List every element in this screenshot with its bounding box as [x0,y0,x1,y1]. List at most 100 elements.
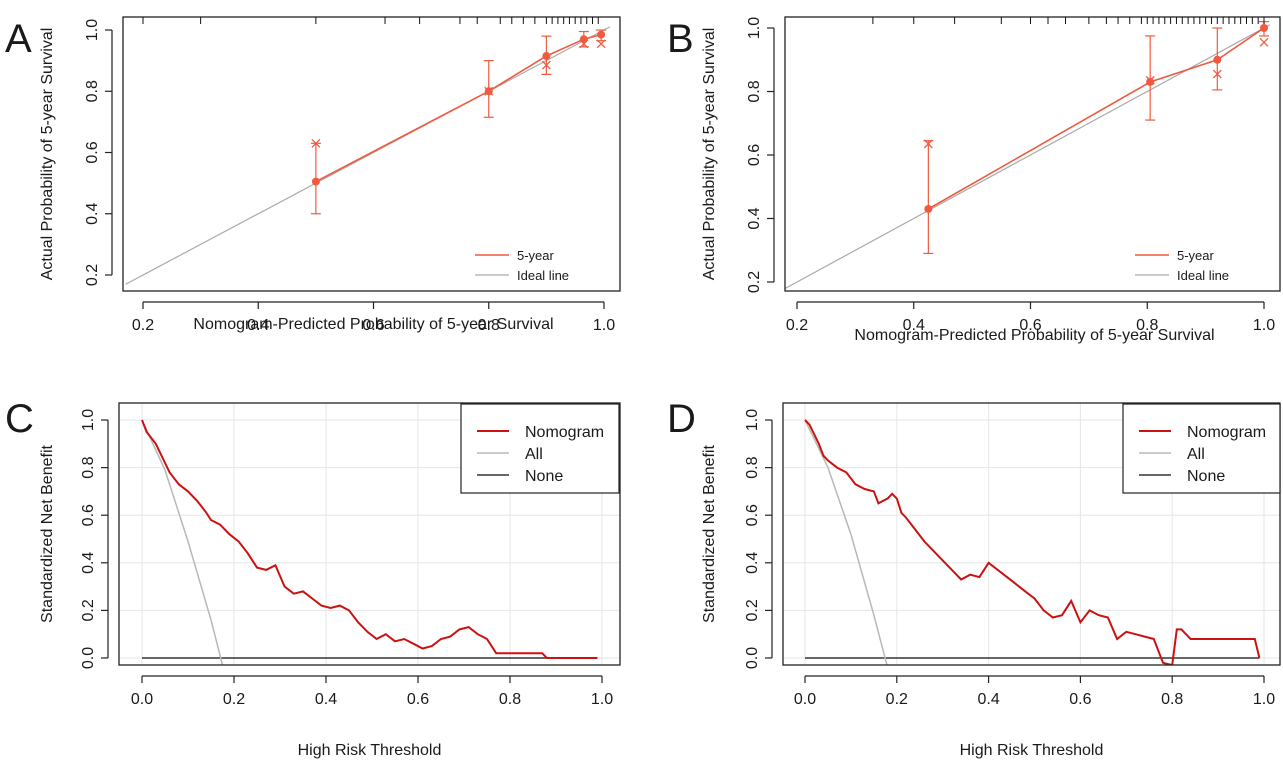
legend-label-none: None [1187,468,1225,485]
calibration-point [924,204,933,213]
calibration-point [1260,24,1268,32]
y-tick-label: 0.6 [84,141,101,163]
x-tick-label: 1.0 [591,691,613,708]
x-tick-label: 0.0 [131,691,153,708]
plot-frame [784,16,1281,292]
panel-b: B 0.2 0.4 0.6 0.8 1.0 0.2 0.4 0.6 0.8 1.0 Nomogram-… [667,16,1281,344]
bias-corrected-mark [1212,69,1222,79]
y-tick-label: 0.4 [84,203,101,225]
y-tick-label: 1.0 [746,17,763,39]
plot-frame [118,402,621,666]
y-tick-label: 1.0 [80,409,97,431]
y-tick-label: 0.4 [80,552,97,574]
x-tick-label: 0.8 [1136,317,1158,334]
x-tick-label: 1.0 [1253,691,1275,708]
nomogram-line [804,419,1261,665]
x-tick-label: 0.0 [794,691,816,708]
all-line [141,419,224,665]
bias-corrected-mark [1145,75,1155,85]
y-tick-label: 0.8 [746,80,763,102]
y-tick-label: 0.0 [80,647,97,669]
x-tick-label: 0.8 [499,691,521,708]
legend-label-5year: 5-year [517,248,555,263]
y-axis-title: Standardized Net Benefit [701,445,718,623]
panel-letter: A [5,17,32,61]
y-tick-label: 0.0 [744,647,761,669]
calibration-point [1146,77,1155,86]
all-line [804,419,888,665]
x-tick-label: 0.2 [786,317,808,334]
x-tick-label: 0.2 [223,691,245,708]
plot-content [785,21,1271,290]
legend-label-ideal: Ideal line [517,268,569,283]
x-tick-label: 0.8 [1161,691,1183,708]
y-tick-label: 0.6 [80,504,97,526]
panel-letter: C [5,397,34,441]
y-tick-label: 0.8 [84,80,101,102]
panel-a: A 0.2 0.4 0.6 0.8 1.0 0.2 0.4 0.6 0.8 1.0 Nomogram-… [5,16,621,334]
legend-label-nomogram: Nomogram [1187,424,1266,441]
y-tick-label: 0.2 [84,264,101,286]
bias-corrected-mark [311,138,321,148]
x-tick-label: 0.8 [478,317,500,334]
x-tick-label: 0.2 [886,691,908,708]
ideal-line [125,26,611,285]
x-axis-title: Nomogram-Predicted Probability of 5-year… [854,327,1214,344]
y-tick-label: 0.4 [744,552,761,574]
calibration-line [315,33,602,183]
legend-box [1122,403,1281,494]
plot-frame [782,402,1281,666]
y-tick-label: 0.4 [746,207,763,229]
bias-corrected-mark [579,39,589,49]
panel-letter: D [667,397,696,441]
y-tick-label: 1.0 [744,409,761,431]
x-axis-title: Nomogram-Predicted Probability of 5-year… [193,316,553,333]
y-tick-label: 0.6 [744,504,761,526]
calibration-line [927,27,1265,210]
nomogram-line [141,419,598,659]
calibration-point [597,30,606,39]
legend-label-all: All [525,446,543,463]
y-tick-label: 0.8 [744,456,761,478]
panel-c: C 0.0 0.2 0.4 0.6 0.8 1.0 0.0 0.2 0.4 0.6 0.8 1.0 Hig… [5,397,621,759]
x-tick-label: 0.2 [132,317,154,334]
bias-corrected-mark [541,60,551,70]
legend-label-none: None [525,468,563,485]
calibration-point [1213,55,1222,64]
plot-frame [122,16,621,292]
x-tick-label: 1.0 [593,317,615,334]
calibration-point [311,177,320,186]
x-tick-label: 0.6 [1069,691,1091,708]
bias-corrected-mark [1259,37,1269,47]
y-tick-label: 0.2 [746,271,763,293]
legend-label-all: All [1187,446,1205,463]
y-tick-label: 1.0 [84,19,101,41]
x-tick-label: 1.0 [1253,317,1275,334]
y-tick-label: 0.2 [744,599,761,621]
legend-box [460,403,620,494]
bias-corrected-mark [596,39,606,49]
calibration-point [542,52,551,61]
panel-d: D 0.0 0.2 0.4 0.6 0.8 1.0 0.0 0.2 0.4 0.6 0.8 1.0 Hig… [667,397,1281,759]
x-tick-label: 0.4 [977,691,999,708]
legend-label-nomogram: Nomogram [525,424,604,441]
legend-label-ideal: Ideal line [1177,268,1229,283]
x-tick-label: 0.6 [1019,317,1041,334]
y-tick-label: 0.2 [80,599,97,621]
bias-corrected-mark [923,139,933,149]
y-tick-label: 0.8 [80,456,97,478]
legend-label-5year: 5-year [1177,248,1215,263]
calibration-point [579,35,588,44]
panel-letter: B [667,17,694,61]
y-tick-label: 0.6 [746,144,763,166]
x-tick-label: 0.4 [903,317,925,334]
plot-content [125,26,611,285]
x-tick-label: 0.6 [362,317,384,334]
x-axis-title: High Risk Threshold [298,742,442,759]
bias-corrected-mark [484,86,494,96]
x-tick-label: 0.4 [247,317,269,334]
y-axis-title: Standardized Net Benefit [39,445,56,623]
x-tick-label: 0.6 [407,691,429,708]
x-axis-title: High Risk Threshold [960,742,1104,759]
